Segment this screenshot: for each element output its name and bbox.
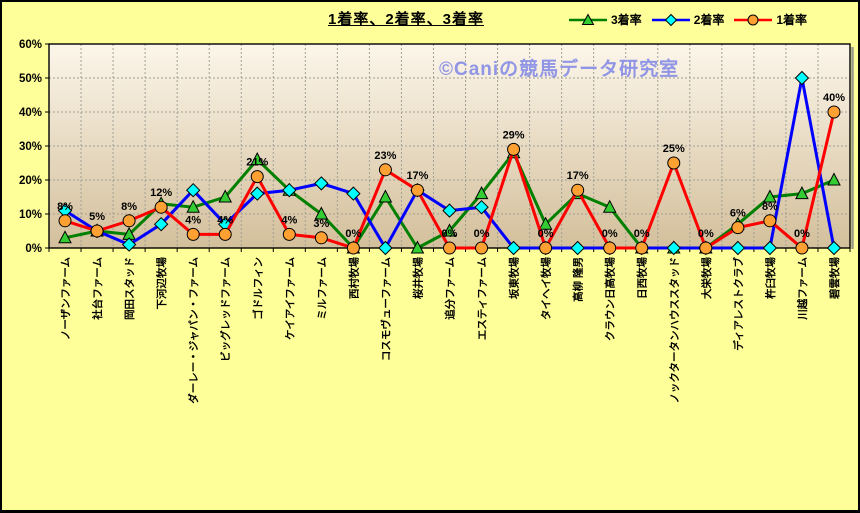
- legend-label: 2着率: [693, 13, 725, 27]
- legend-label: 3着率: [611, 13, 642, 27]
- data-labels: 8% 5% 8% 12% 4% 4% 21% 4% 3% 0% 23% 17% 0% 0% 29% 0% 17%…: [57, 92, 845, 240]
- svg-text:杵臼牧場: 杵臼牧場: [764, 257, 777, 299]
- x-axis-labels: ノーザンファーム 社台ファーム 岡田スタッド 下河辺牧場 ダーレー・ジャパン・ファーム ビ…: [60, 257, 841, 404]
- legend-item-rank2: 2着率: [651, 11, 725, 28]
- svg-text:桜井牧場: 桜井牧場: [411, 257, 424, 299]
- svg-text:0%: 0%: [698, 228, 714, 240]
- svg-text:クラウン日高牧場: クラウン日高牧場: [604, 257, 617, 341]
- svg-text:0%: 0%: [794, 228, 810, 240]
- svg-text:10%: 10%: [19, 209, 42, 221]
- svg-text:50%: 50%: [19, 73, 42, 85]
- svg-text:大栄牧場: 大栄牧場: [700, 257, 713, 299]
- svg-text:ゴドルフィン: ゴドルフィン: [251, 257, 264, 320]
- svg-text:5%: 5%: [89, 211, 105, 223]
- svg-text:日西牧場: 日西牧場: [636, 257, 649, 299]
- svg-text:碧雲牧場: 碧雲牧場: [828, 257, 841, 300]
- diamond-marker-icon: [651, 13, 690, 26]
- svg-text:4%: 4%: [281, 214, 297, 226]
- circle-marker-icon: [734, 14, 773, 25]
- svg-text:ミルファーム: ミルファーム: [316, 257, 328, 320]
- svg-text:29%: 29%: [503, 129, 525, 141]
- svg-text:20%: 20%: [19, 175, 42, 187]
- svg-text:6%: 6%: [730, 208, 746, 220]
- svg-text:ケイアイファーム: ケイアイファーム: [284, 257, 296, 340]
- svg-text:0%: 0%: [345, 228, 361, 240]
- svg-text:17%: 17%: [406, 170, 428, 182]
- svg-text:0%: 0%: [602, 228, 618, 240]
- watermark: ©Caniの競馬データ研究室: [439, 59, 680, 80]
- svg-text:3%: 3%: [313, 218, 329, 230]
- svg-text:8%: 8%: [121, 201, 137, 213]
- svg-text:8%: 8%: [57, 201, 73, 213]
- svg-text:8%: 8%: [762, 201, 778, 213]
- svg-text:4%: 4%: [217, 214, 233, 226]
- axis-ticks: [45, 43, 851, 252]
- svg-text:25%: 25%: [663, 143, 685, 155]
- svg-text:ノーザンファーム: ノーザンファーム: [60, 257, 72, 341]
- svg-text:ダーレー・ジャパン・ファーム: ダーレー・ジャパン・ファーム: [187, 257, 200, 404]
- svg-text:40%: 40%: [823, 92, 845, 104]
- svg-text:下河辺牧場: 下河辺牧場: [155, 257, 168, 310]
- svg-text:12%: 12%: [150, 187, 172, 199]
- legend-item-rank3: 3着率: [568, 11, 642, 28]
- svg-text:60%: 60%: [19, 39, 42, 51]
- svg-text:ディアレストクラブ: ディアレストクラブ: [732, 257, 745, 351]
- series-1着率: [58, 105, 841, 255]
- legend: 3着率 2着率 1着率: [568, 11, 807, 28]
- chart-title: 1着率、2着率、3着率: [328, 11, 485, 28]
- svg-text:社台ファーム: 社台ファーム: [91, 257, 104, 321]
- svg-text:タイヘイ牧場: タイヘイ牧場: [540, 257, 553, 320]
- triangle-marker-icon: [569, 12, 607, 25]
- svg-text:30%: 30%: [19, 141, 42, 153]
- svg-text:追分ファーム: 追分ファーム: [444, 257, 457, 320]
- svg-text:0%: 0%: [474, 228, 490, 240]
- series-2着率: [57, 70, 842, 256]
- svg-text:23%: 23%: [374, 150, 396, 162]
- svg-text:21%: 21%: [246, 157, 268, 169]
- svg-text:17%: 17%: [567, 170, 589, 182]
- svg-text:川越ファーム: 川越ファーム: [796, 257, 809, 321]
- y-axis-labels: 0% 10% 20% 30% 40% 50% 60%: [19, 39, 42, 255]
- legend-item-rank1: 1着率: [733, 11, 807, 28]
- svg-text:岡田スタッド: 岡田スタッド: [124, 257, 136, 320]
- svg-text:0%: 0%: [634, 228, 650, 240]
- svg-text:コスモヴューファーム: コスモヴューファーム: [379, 257, 392, 362]
- svg-text:エスティファーム: エスティファーム: [477, 257, 489, 341]
- svg-text:0%: 0%: [25, 243, 42, 255]
- legend-label: 1着率: [776, 13, 808, 27]
- svg-text:0%: 0%: [538, 228, 554, 240]
- svg-text:坂東牧場: 坂東牧場: [508, 257, 521, 299]
- svg-text:高柳 隆男: 高柳 隆男: [572, 257, 585, 302]
- svg-text:0%: 0%: [442, 228, 458, 240]
- svg-text:4%: 4%: [185, 214, 201, 226]
- svg-text:40%: 40%: [19, 107, 42, 119]
- svg-text:ビッグレッドファーム: ビッグレッドファーム: [219, 257, 232, 362]
- svg-text:西村牧場: 西村牧場: [347, 257, 360, 299]
- svg-text:ノックタータンハウススタッド: ノックタータンハウススタッド: [669, 257, 681, 403]
